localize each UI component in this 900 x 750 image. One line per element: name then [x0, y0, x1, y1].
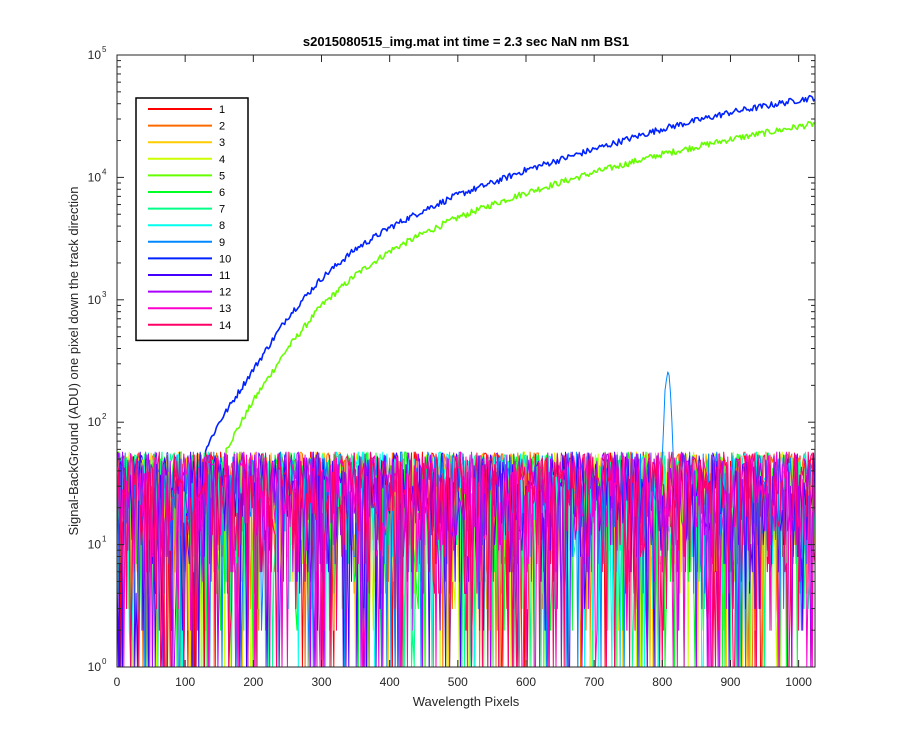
y-tick-exponent: 5 [102, 45, 107, 54]
x-tick-label: 800 [652, 675, 672, 689]
x-tick-label: 100 [175, 675, 195, 689]
x-axis-label: Wavelength Pixels [413, 694, 520, 709]
y-tick-exponent: 4 [102, 167, 107, 176]
y-tick-label: 10 [88, 48, 102, 62]
legend-label-9: 9 [219, 237, 225, 249]
x-tick-label: 700 [584, 675, 604, 689]
y-tick-label: 10 [88, 293, 102, 307]
chart-title: s2015080515_img.mat int time = 2.3 sec N… [303, 34, 629, 49]
series-line-14 [117, 451, 815, 667]
x-tick-label: 400 [380, 675, 400, 689]
legend-label-11: 11 [219, 270, 230, 282]
y-tick-label: 10 [88, 660, 102, 674]
legend-label-6: 6 [219, 187, 225, 199]
legend-label-14: 14 [219, 320, 231, 332]
x-tick-label: 600 [516, 675, 536, 689]
series-layer [117, 94, 815, 667]
legend-label-7: 7 [219, 204, 225, 216]
legend-label-10: 10 [219, 253, 231, 265]
legend-label-5: 5 [219, 170, 225, 182]
series-line-5 [117, 121, 815, 667]
x-tick-label: 1000 [785, 675, 812, 689]
y-tick-exponent: 3 [102, 290, 107, 299]
legend-label-3: 3 [219, 137, 225, 149]
x-tick-label: 900 [720, 675, 740, 689]
y-tick-exponent: 2 [102, 412, 107, 421]
legend-label-4: 4 [219, 154, 225, 166]
x-tick-label: 500 [448, 675, 468, 689]
y-tick-exponent: 0 [102, 657, 107, 666]
legend-label-2: 2 [219, 121, 225, 133]
x-tick-label: 0 [114, 675, 121, 689]
legend-label-13: 13 [219, 303, 231, 315]
legend-label-8: 8 [219, 220, 225, 232]
y-tick-label: 10 [88, 170, 102, 184]
x-tick-label: 200 [243, 675, 263, 689]
legend-box [135, 97, 249, 342]
series-line-10 [117, 94, 815, 667]
legend-label-1: 1 [219, 104, 225, 116]
y-tick-label: 10 [88, 538, 102, 552]
legend-label-12: 12 [219, 287, 231, 299]
y-tick-exponent: 1 [102, 535, 107, 544]
y-tick-label: 10 [88, 415, 102, 429]
plot-area-frame [116, 54, 816, 668]
y-axis-label: Signal-BackGround (ADU) one pixel down t… [66, 186, 81, 535]
x-tick-label: 300 [311, 675, 331, 689]
